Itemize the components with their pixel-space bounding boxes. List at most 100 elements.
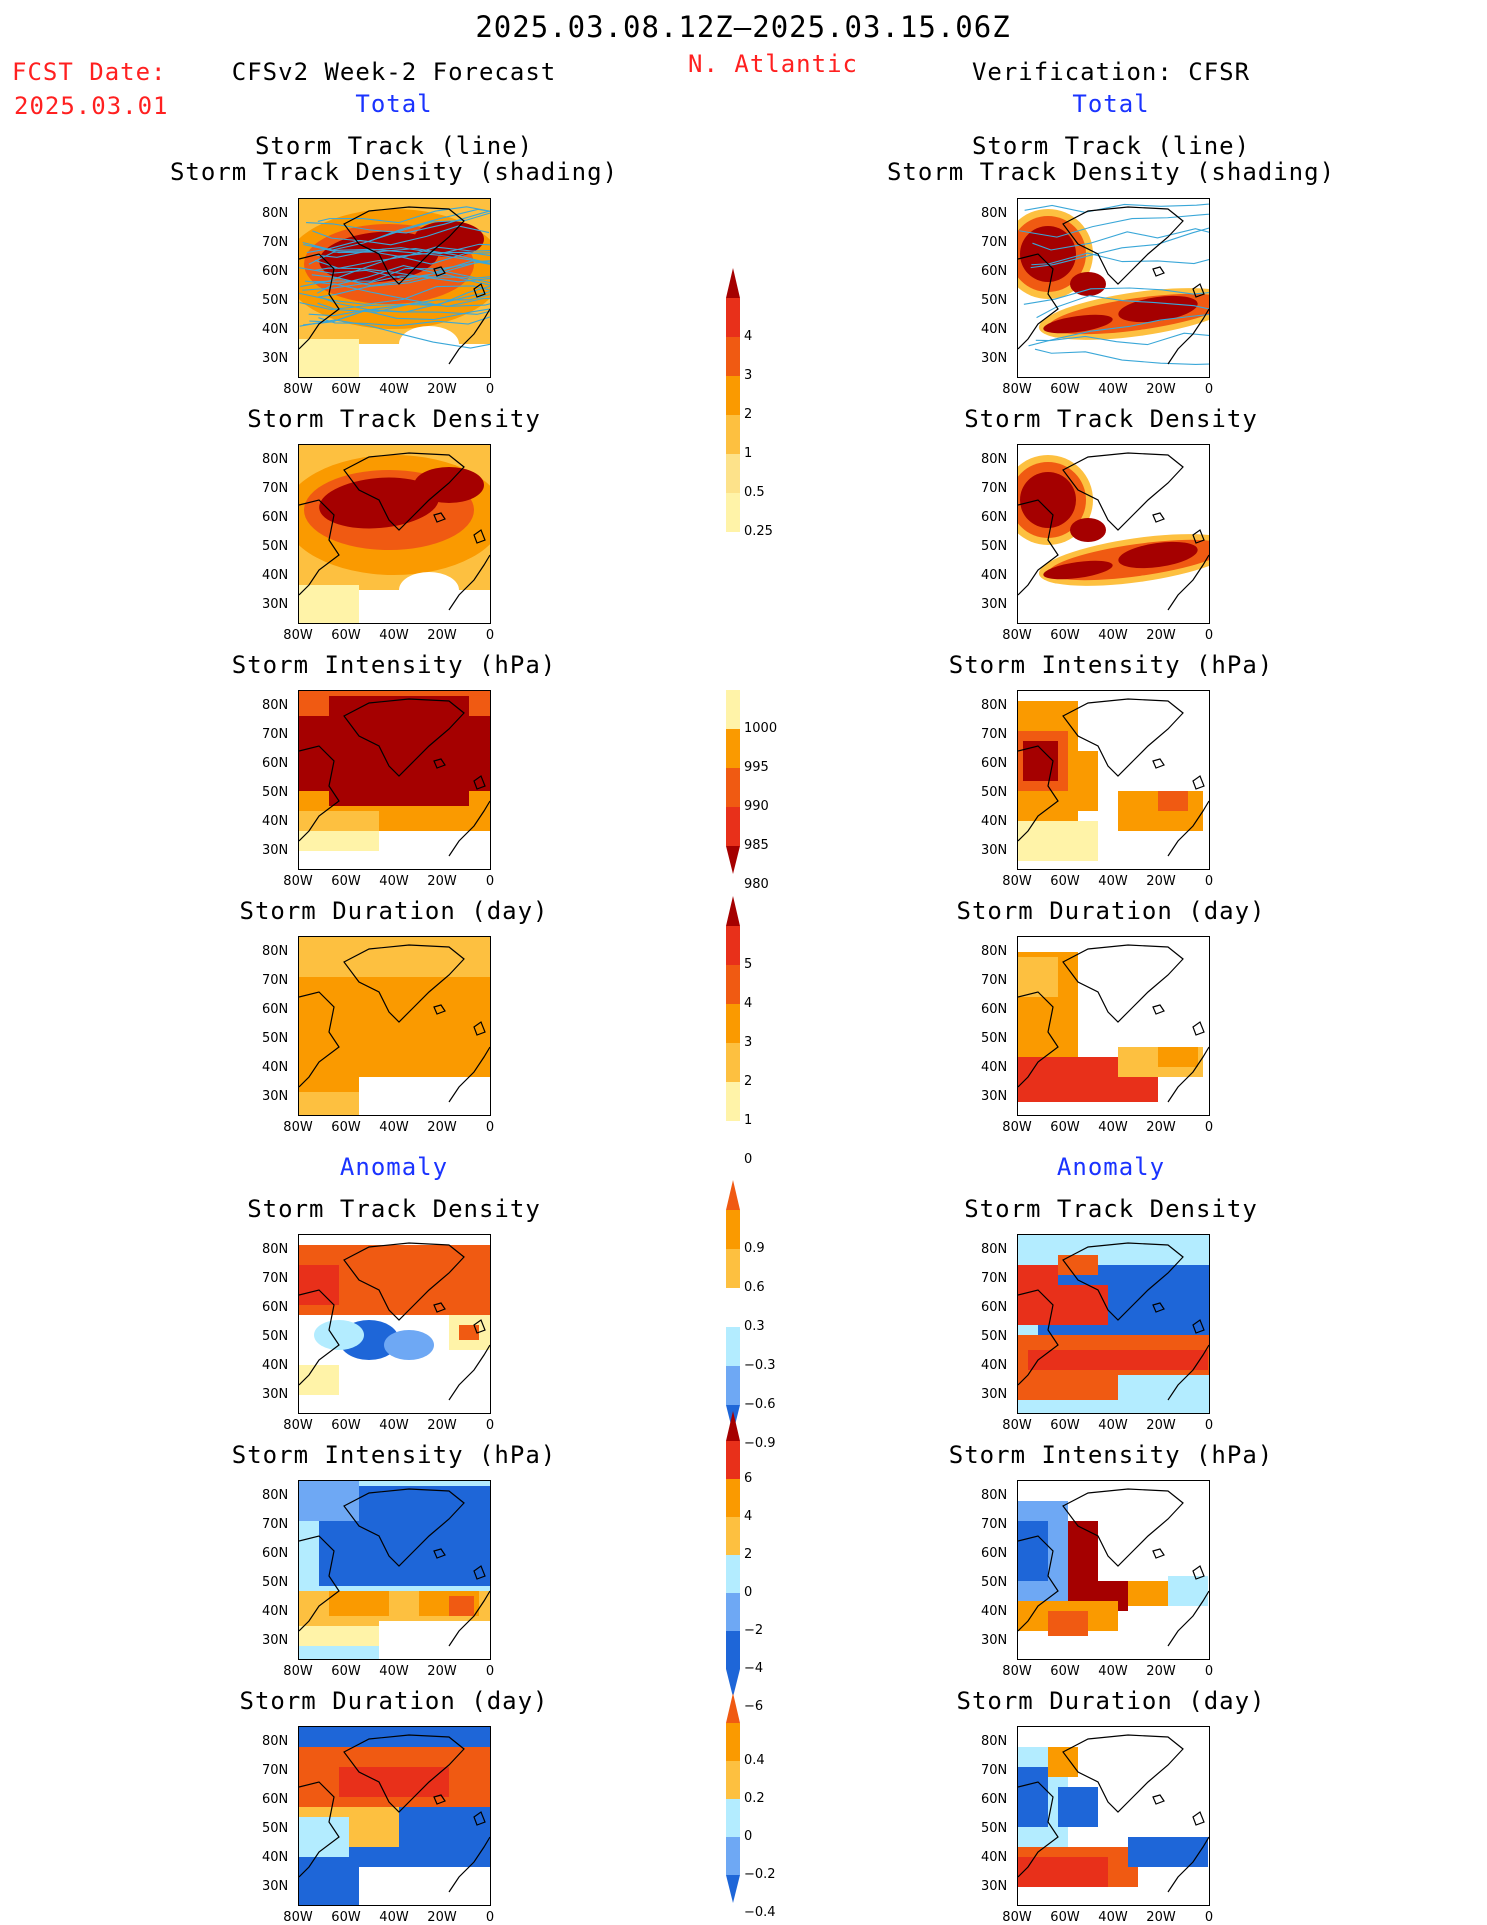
lon-tick-label: 80W bbox=[1002, 1418, 1031, 1433]
lon-tick-label: 0 bbox=[486, 1664, 494, 1679]
colorbar-label: 6 bbox=[744, 1471, 752, 1486]
lat-tick-label: 60N bbox=[981, 1792, 1007, 1807]
lat-tick-label: 50N bbox=[981, 539, 1007, 554]
lon-tick-label: 80W bbox=[1002, 628, 1031, 643]
lon-tick-label: 60W bbox=[1050, 1418, 1079, 1433]
heatmap-field bbox=[1018, 445, 1209, 623]
heatmap-field bbox=[299, 199, 490, 377]
colorbar-label: 0 bbox=[744, 1585, 752, 1600]
verif-densityTotal-map bbox=[1017, 444, 1210, 624]
colorbar-label: 995 bbox=[744, 760, 769, 775]
colorbar-label: 4 bbox=[744, 329, 752, 344]
verif-trackTotal-map bbox=[1017, 198, 1210, 378]
lat-tick-label: 60N bbox=[981, 756, 1007, 771]
panel-title: Storm Intensity (hPa) bbox=[949, 651, 1273, 679]
lat-tick-label: 40N bbox=[262, 814, 288, 829]
lat-tick-label: 40N bbox=[981, 1060, 1007, 1075]
lon-tick-label: 60W bbox=[1050, 382, 1079, 397]
lat-tick-label: 50N bbox=[981, 293, 1007, 308]
lon-tick-label: 20W bbox=[427, 1910, 456, 1925]
panel-title: Storm Duration (day) bbox=[240, 1687, 549, 1715]
verif-densityAnom-map bbox=[1017, 1234, 1210, 1414]
lon-tick-label: 20W bbox=[1146, 874, 1175, 889]
panel-title: Storm Track (line) bbox=[972, 132, 1250, 160]
colorbar-label: 985 bbox=[744, 838, 769, 853]
lon-tick-label: 60W bbox=[331, 874, 360, 889]
lat-tick-label: 60N bbox=[262, 756, 288, 771]
forecast-durationAnom-map bbox=[298, 1726, 491, 1906]
lat-tick-label: 60N bbox=[262, 1546, 288, 1561]
lon-tick-label: 40W bbox=[379, 1910, 408, 1925]
lat-tick-label: 60N bbox=[262, 1300, 288, 1315]
lon-tick-label: 80W bbox=[1002, 1664, 1031, 1679]
lon-tick-label: 80W bbox=[283, 874, 312, 889]
forecast-densityTotal-map bbox=[298, 444, 491, 624]
lon-tick-label: 20W bbox=[427, 1120, 456, 1135]
lat-tick-label: 80N bbox=[262, 452, 288, 467]
colorbar-label: −0.3 bbox=[744, 1358, 776, 1373]
lon-tick-label: 20W bbox=[427, 628, 456, 643]
panel-title: Storm Track Density (shading) bbox=[170, 158, 618, 186]
lat-tick-label: 60N bbox=[262, 1002, 288, 1017]
lat-tick-label: 40N bbox=[981, 322, 1007, 337]
lon-tick-label: 20W bbox=[1146, 628, 1175, 643]
lon-tick-label: 40W bbox=[1098, 1910, 1127, 1925]
lat-tick-label: 80N bbox=[981, 1242, 1007, 1257]
lat-tick-label: 40N bbox=[981, 568, 1007, 583]
lat-tick-label: 30N bbox=[981, 843, 1007, 858]
anomaly-right-label: Anomaly bbox=[1057, 1153, 1165, 1181]
lat-tick-label: 80N bbox=[262, 1242, 288, 1257]
forecast-trackTotal-map bbox=[298, 198, 491, 378]
lat-tick-label: 70N bbox=[981, 727, 1007, 742]
colorbar-label: 3 bbox=[744, 1035, 752, 1050]
colorbar-label: −2 bbox=[744, 1623, 763, 1638]
lat-tick-label: 30N bbox=[981, 1879, 1007, 1894]
lat-tick-label: 30N bbox=[981, 597, 1007, 612]
lon-tick-label: 0 bbox=[1205, 382, 1213, 397]
lon-tick-label: 80W bbox=[283, 1418, 312, 1433]
lon-tick-label: 0 bbox=[1205, 1120, 1213, 1135]
lon-tick-label: 40W bbox=[1098, 874, 1127, 889]
lat-tick-label: 50N bbox=[262, 1821, 288, 1836]
lat-tick-label: 30N bbox=[262, 1089, 288, 1104]
lon-tick-label: 40W bbox=[379, 1418, 408, 1433]
total-right-label: Total bbox=[1072, 90, 1149, 118]
lat-tick-label: 50N bbox=[981, 1031, 1007, 1046]
lat-tick-label: 50N bbox=[262, 293, 288, 308]
lat-tick-label: 70N bbox=[981, 235, 1007, 250]
heatmap-field bbox=[1018, 199, 1209, 377]
lon-tick-label: 0 bbox=[486, 874, 494, 889]
colorbar-label: 4 bbox=[744, 1509, 752, 1524]
verif-durationAnom-map bbox=[1017, 1726, 1210, 1906]
colorbar-label: 990 bbox=[744, 799, 769, 814]
lon-tick-label: 60W bbox=[1050, 1120, 1079, 1135]
lat-tick-label: 50N bbox=[981, 1575, 1007, 1590]
lat-tick-label: 80N bbox=[981, 206, 1007, 221]
lon-tick-label: 80W bbox=[283, 1910, 312, 1925]
lat-tick-label: 60N bbox=[981, 1002, 1007, 1017]
heatmap-field bbox=[299, 691, 490, 869]
lon-tick-label: 80W bbox=[283, 382, 312, 397]
lon-tick-label: 20W bbox=[427, 874, 456, 889]
lat-tick-label: 30N bbox=[981, 1633, 1007, 1648]
lat-tick-label: 40N bbox=[262, 1358, 288, 1373]
panel-title: Storm Duration (day) bbox=[957, 1687, 1266, 1715]
heatmap-field bbox=[1018, 1727, 1209, 1905]
panel-title: Storm Duration (day) bbox=[957, 897, 1266, 925]
lon-tick-label: 40W bbox=[1098, 1120, 1127, 1135]
colorbar-label: 0.6 bbox=[744, 1280, 765, 1295]
lat-tick-label: 80N bbox=[981, 1488, 1007, 1503]
lon-tick-label: 0 bbox=[1205, 1910, 1213, 1925]
lon-tick-label: 60W bbox=[1050, 1664, 1079, 1679]
lat-tick-label: 80N bbox=[262, 944, 288, 959]
colorbar-label: 0.4 bbox=[744, 1753, 765, 1768]
panel-title: Storm Intensity (hPa) bbox=[949, 1441, 1273, 1469]
lat-tick-label: 80N bbox=[262, 206, 288, 221]
lat-tick-label: 40N bbox=[981, 1850, 1007, 1865]
lat-tick-label: 30N bbox=[262, 1879, 288, 1894]
colorbar-label: −0.9 bbox=[744, 1436, 776, 1451]
verif-durationTotal-map bbox=[1017, 936, 1210, 1116]
lat-tick-label: 40N bbox=[262, 1604, 288, 1619]
lat-tick-label: 70N bbox=[262, 727, 288, 742]
lon-tick-label: 60W bbox=[1050, 874, 1079, 889]
